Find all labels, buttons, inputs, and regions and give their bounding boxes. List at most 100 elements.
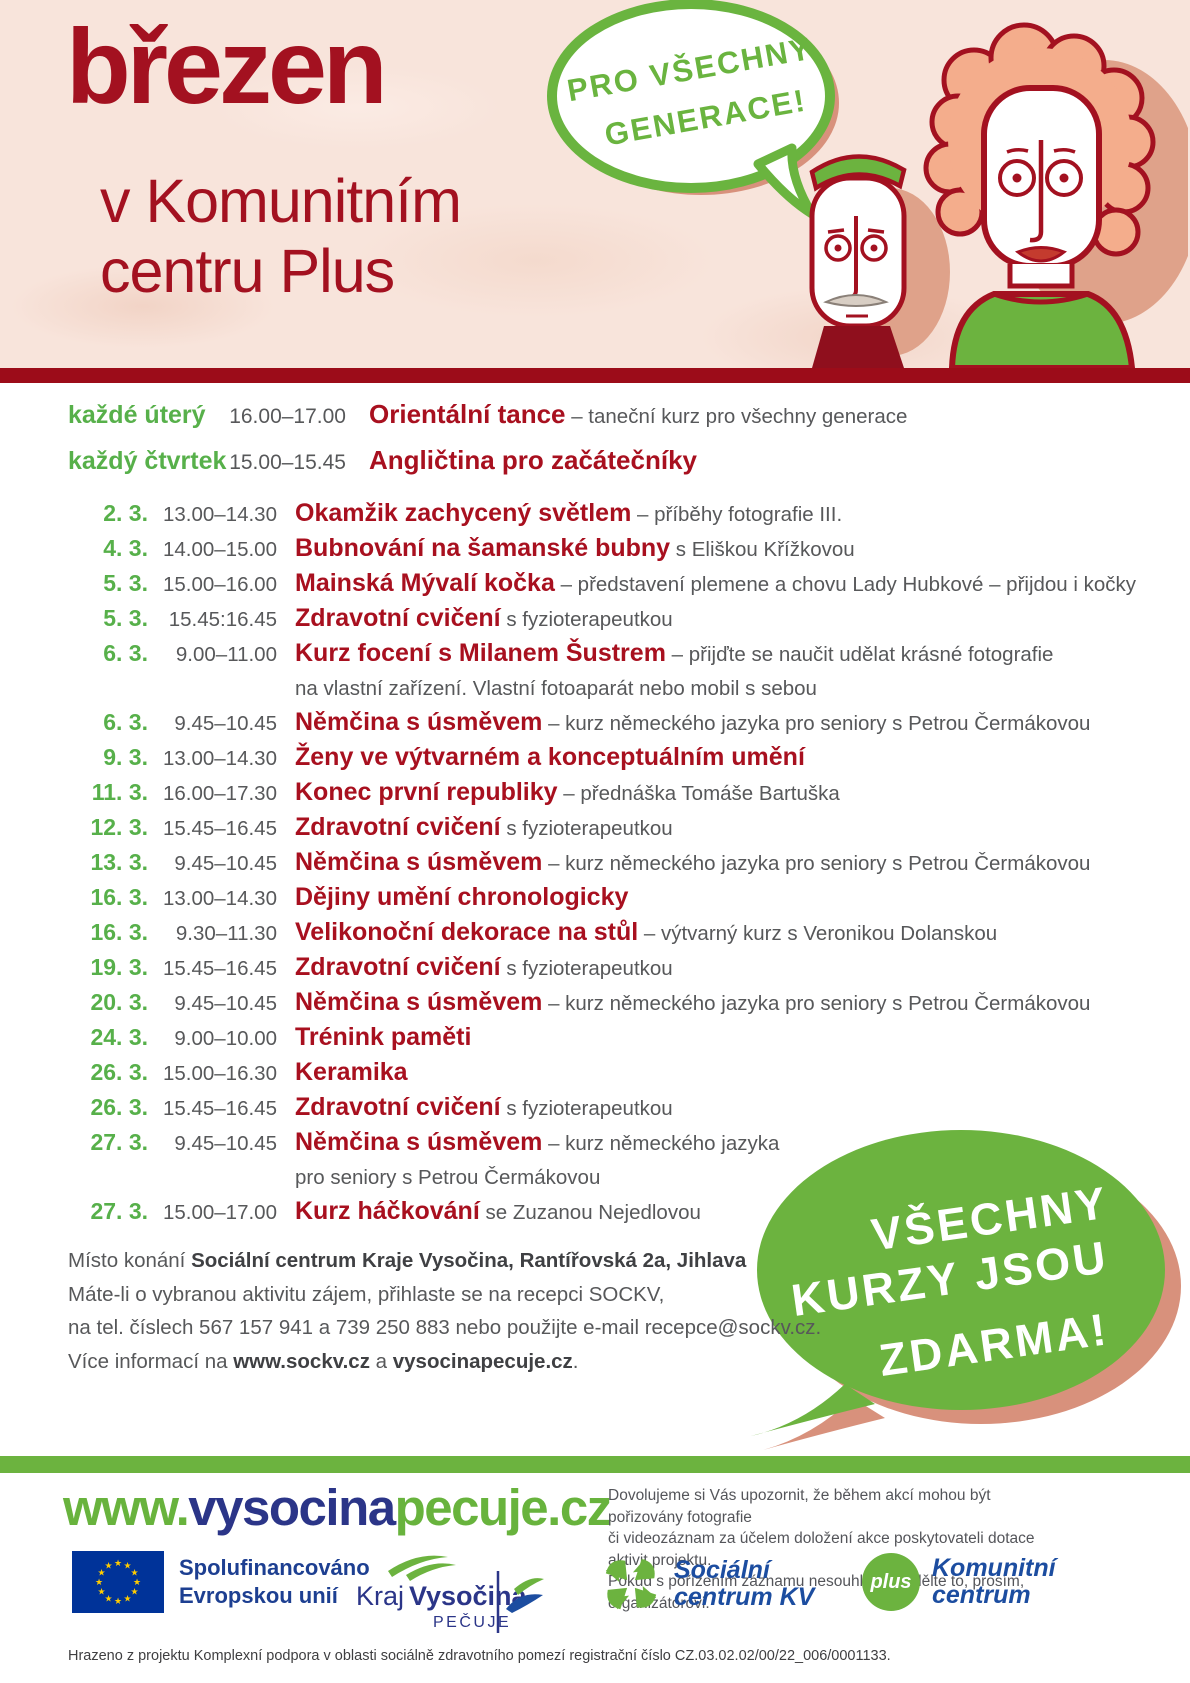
speech-bubble-free-courses: VŠECHNY KURZY JSOU ZDARMA!	[751, 1130, 1181, 1450]
venue-label: Místo konání	[68, 1249, 192, 1272]
url-pecuje-cz: pecuje.cz	[394, 1479, 613, 1536]
event-row: 16. 3. 13.00–14.30 Dějiny umění chronolo…	[68, 885, 1172, 911]
event-date: 5. 3.	[103, 570, 148, 596]
woman-nose	[1029, 140, 1044, 243]
event-row: 6. 3. 9.45–10.45 Němčina s úsměvem – kur…	[68, 710, 1172, 736]
event-desc: – představení plemene a chovu Lady Hubko…	[560, 573, 1137, 596]
svg-text:★: ★	[123, 1561, 131, 1571]
events-list: 2. 3. 13.00–14.30 Okamžik zachycený svět…	[68, 501, 1172, 1234]
event-time: 15.45:16.45	[168, 608, 277, 631]
event-text: Keramika	[277, 1060, 1172, 1086]
event-time: 15.00–16.00	[162, 573, 277, 596]
event-text: Zdravotní cvičení s fyzioterapeutkou	[277, 1095, 1172, 1121]
event-title: Kurz háčkování	[295, 1197, 480, 1225]
free-bubble-tail	[751, 1384, 875, 1436]
man-mustache	[823, 294, 889, 307]
logo-soc-text: Sociální centrum KV	[674, 1557, 814, 1611]
eu-flag-icon: ★ ★ ★★ ★★ ★★ ★★ ★★	[72, 1551, 164, 1613]
logo-komunitni-centrum: plus Komunitní centrum	[862, 1553, 1056, 1611]
disclaimer-line-2: či videozáznam za účelem doložení akce p…	[608, 1530, 1035, 1569]
free-bubble-tail-shadow	[763, 1398, 885, 1450]
event-desc: – přednáška Tomáše Bartuška	[563, 782, 840, 805]
event-text: Němčina s úsměvem – kurz německého jazyk…	[277, 1130, 1172, 1156]
event-time: 15.00–16.30	[162, 1062, 277, 1085]
soc-text-line-2: centrum KV	[674, 1583, 815, 1611]
event-row: 27. 3. 9.45–10.45 Němčina s úsměvem – ku…	[68, 1130, 1172, 1190]
recurring-title: Angličtina pro začátečníky	[369, 445, 697, 475]
event-title: Bubnování na šamanské bubny	[295, 534, 671, 562]
event-row: 6. 3. 9.00–11.00 Kurz focení s Milanem Š…	[68, 641, 1172, 701]
subtitle-line-1: v Komunitním	[100, 167, 462, 235]
page-title: březen	[66, 8, 388, 126]
event-time: 9.45–10.45	[174, 852, 277, 875]
kraj-word-kraj: Kraj	[356, 1581, 404, 1611]
svg-text:★: ★	[97, 1587, 105, 1597]
svg-text:★: ★	[104, 1561, 112, 1571]
event-row: 11. 3. 16.00–17.30 Konec první republiky…	[68, 780, 1172, 806]
kom-text-line-2: centrum	[932, 1581, 1031, 1609]
kom-text-line-1: Komunitní	[932, 1554, 1056, 1582]
logo-kraj-vysocina: Kraj Vysočina PEČUJE	[356, 1555, 544, 1633]
svg-text:★: ★	[97, 1568, 105, 1578]
event-row: 16. 3. 9.30–11.30 Velikonoční dekorace n…	[68, 920, 1172, 946]
event-time: 15.45–16.45	[162, 817, 277, 840]
recurring-title: Orientální tance	[369, 399, 566, 429]
event-date: 16. 3.	[90, 919, 148, 945]
event-date: 16. 3.	[90, 884, 148, 910]
event-desc: – přijďte se naučit udělat krásné fotogr…	[671, 643, 1054, 666]
recurring-text: Orientální tance – taneční kurz pro všec…	[346, 399, 1168, 432]
woman-brow-left	[1006, 147, 1029, 154]
free-bubble-body	[757, 1130, 1165, 1410]
event-desc: – kurz německého jazyka	[548, 1132, 780, 1155]
page-subtitle: v Komunitním centru Plus	[100, 166, 462, 306]
event-date: 11. 3.	[91, 779, 148, 805]
event-desc: – výtvarný kurz s Veronikou Dolanskou	[643, 922, 998, 945]
pinwheel-icon	[605, 1558, 657, 1610]
event-date: 27. 3.	[90, 1129, 148, 1155]
svg-text:★: ★	[133, 1577, 141, 1587]
event-date: 4. 3.	[103, 535, 148, 561]
kraj-word-pecuje: PEČUJE	[433, 1612, 511, 1631]
event-title: Velikonoční dekorace na stůl	[295, 918, 639, 946]
logo-eu: ★ ★ ★ ★ ★ ★ ★ ★ ★ ★ ★ ★ Spolufinancováno Evrop…	[72, 1551, 370, 1613]
event-title: Dějiny umění chronologicky	[295, 883, 629, 911]
eu-stars: ★ ★ ★★ ★★ ★★ ★★ ★★	[95, 1558, 141, 1606]
event-row: 24. 3. 9.00–10.00 Trénink paměti	[68, 1025, 1172, 1051]
event-row: 13. 3. 9.45–10.45 Němčina s úsměvem – ku…	[68, 850, 1172, 876]
event-text: Kurz focení s Milanem Šustrem – přijďte …	[277, 641, 1172, 667]
event-date: 2. 3.	[103, 500, 148, 526]
event-text: Němčina s úsměvem – kurz německého jazyk…	[277, 850, 1172, 876]
event-date: 5. 3.	[103, 605, 148, 631]
event-text: Kurz háčkování se Zuzanou Nejedlovou	[277, 1199, 1172, 1225]
url-www: www.	[63, 1479, 190, 1536]
event-date: 26. 3.	[90, 1094, 148, 1120]
event-row: 27. 3. 15.00–17.00 Kurz háčkování se Zuz…	[68, 1199, 1172, 1225]
illustration-seniors	[809, 22, 1188, 368]
event-desc: – kurz německého jazyka pro seniory s Pe…	[548, 852, 1091, 875]
event-date: 19. 3.	[90, 954, 148, 980]
event-desc: s Eliškou Křížkovou	[675, 538, 855, 561]
kraj-leaf-1	[388, 1555, 448, 1577]
more-info-label: Více informací na	[68, 1349, 234, 1373]
woman-glasses-icon	[998, 159, 1083, 197]
event-date: 6. 3.	[103, 709, 148, 735]
svg-text:★: ★	[123, 1594, 131, 1604]
man-body	[812, 326, 904, 368]
logo-eu-text: Spolufinancováno Evropskou unií	[179, 1554, 370, 1610]
speech-bubble-generations: PRO VŠECHNY GENERACE!	[547, 0, 839, 219]
event-desc: se Zuzanou Nejedlovou	[485, 1201, 701, 1224]
kraj-leaf-2	[406, 1563, 456, 1581]
url-vysocina: vysocina	[188, 1479, 396, 1536]
event-date: 13. 3.	[90, 849, 148, 875]
woman-lips	[1015, 246, 1067, 263]
event-row: 9. 3. 13.00–14.30 Ženy ve výtvarném a ko…	[68, 745, 1172, 771]
photo-disclaimer: Dovolujeme si Vás upozornit, že během ak…	[608, 1485, 1063, 1614]
event-row: 5. 3. 15.45:16.45 Zdravotní cvičení s fy…	[68, 606, 1172, 632]
fine-print: Hrazeno z projektu Komplexní podpora v o…	[68, 1648, 891, 1664]
event-title: Zdravotní cvičení	[295, 813, 501, 841]
event-time: 9.00–10.00	[174, 1027, 277, 1050]
event-date: 9. 3.	[103, 744, 148, 770]
woman-collar	[993, 291, 1089, 305]
footer-line-contacts: na tel. číslech 567 157 941 a 739 250 88…	[68, 1316, 822, 1339]
